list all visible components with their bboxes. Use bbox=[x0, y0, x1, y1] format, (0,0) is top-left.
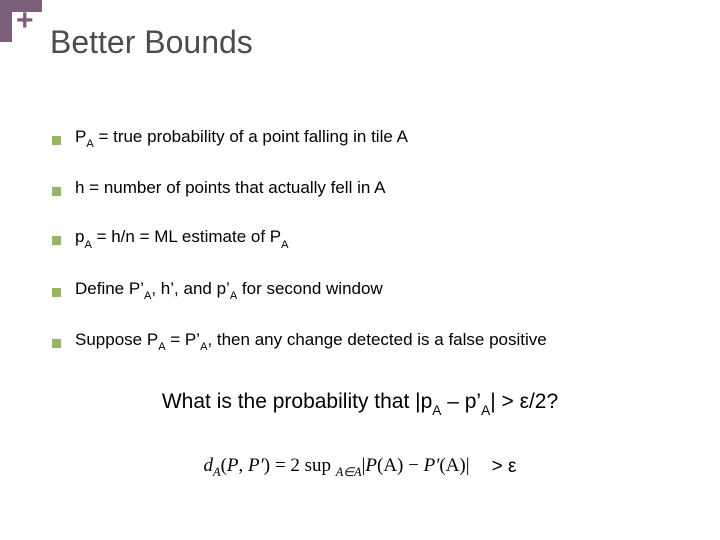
slide-title: Better Bounds bbox=[50, 24, 253, 61]
distance-formula: dA(P, P′) = 2 sup A∈A|P(A) − P′(A)| bbox=[204, 455, 470, 480]
bullet-marker bbox=[52, 288, 61, 297]
bullet-marker bbox=[52, 136, 61, 145]
plus-decor: + bbox=[16, 6, 34, 36]
bullet-text: h = number of points that actually fell … bbox=[75, 177, 385, 200]
bullet-marker bbox=[52, 187, 61, 196]
bullet-item: h = number of points that actually fell … bbox=[52, 177, 690, 200]
bullet-text: pA = h/n = ML estimate of PA bbox=[75, 226, 289, 251]
bullet-list: PA = true probability of a point falling… bbox=[52, 126, 690, 380]
bullet-item: PA = true probability of a point falling… bbox=[52, 126, 690, 151]
bullet-marker bbox=[52, 236, 61, 245]
formula-row: dA(P, P′) = 2 sup A∈A|P(A) − P′(A)| > ε bbox=[0, 455, 720, 480]
bullet-text: Define P’A, h’, and p’A for second windo… bbox=[75, 278, 383, 303]
question-line: What is the probability that |pA – p’A| … bbox=[0, 390, 720, 416]
bullet-text: PA = true probability of a point falling… bbox=[75, 126, 408, 151]
bullet-item: Suppose PA = P’A, then any change detect… bbox=[52, 329, 690, 354]
bullet-marker bbox=[52, 339, 61, 348]
bullet-item: pA = h/n = ML estimate of PA bbox=[52, 226, 690, 251]
gt-epsilon: > ε bbox=[492, 456, 517, 478]
bullet-text: Suppose PA = P’A, then any change detect… bbox=[75, 329, 547, 354]
bullet-item: Define P’A, h’, and p’A for second windo… bbox=[52, 278, 690, 303]
